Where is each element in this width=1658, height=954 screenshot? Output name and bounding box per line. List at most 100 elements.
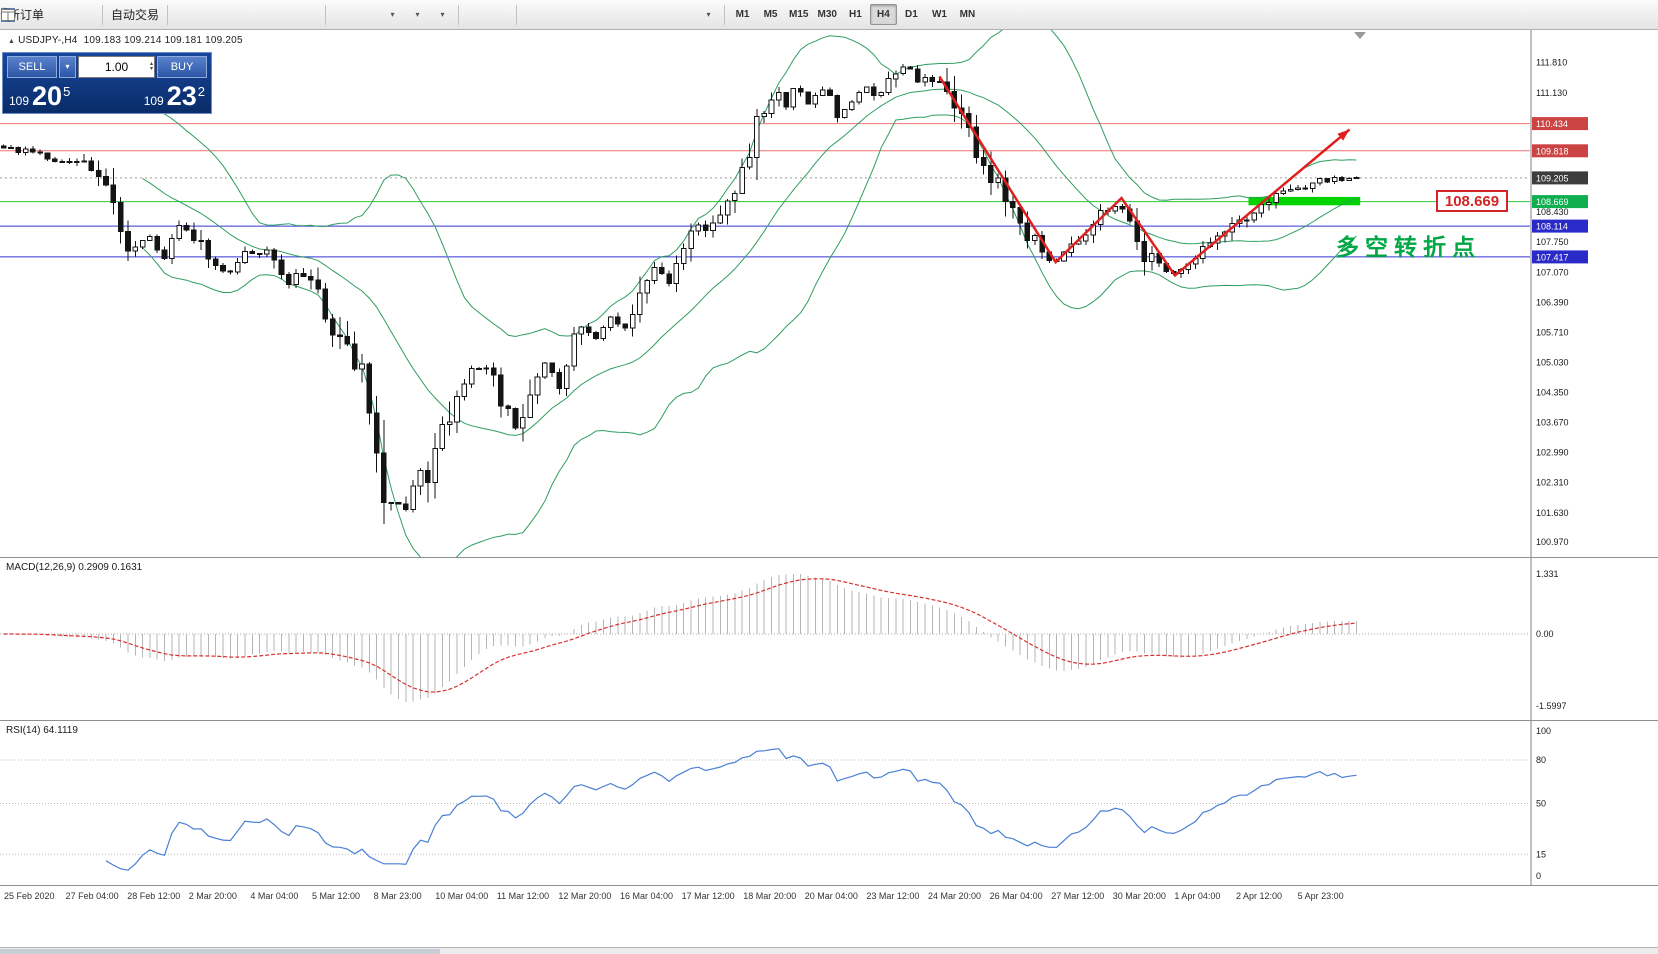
rsi-tick-label: 0 [1536,871,1541,881]
volume-input[interactable]: 1.00 ▴ ▾ [78,56,155,78]
candle-body [242,251,248,264]
spinner-down-icon[interactable]: ▾ [149,65,153,72]
price-tick-label: 107.070 [1536,267,1569,277]
text-label-button[interactable]: A [3,3,695,27]
candle-body [812,94,819,105]
spinner-up-icon[interactable]: ▴ [149,60,153,67]
trendline-button[interactable] [1,3,595,27]
arrange-windows-button[interactable] [1,3,379,27]
sell-button[interactable]: SELL [7,56,57,78]
zoom-out-button[interactable] [1,3,296,27]
time-axis-label: 16 Mar 04:00 [620,891,674,901]
macd-indicator-panel[interactable]: 1.331 0.00 -1.5997 [0,557,1658,720]
time-axis-label: 23 Mar 12:00 [866,891,920,901]
candle-body [308,276,314,281]
candle-body [154,236,160,251]
timeframe-mn-button[interactable]: MN [954,4,981,25]
rsi-tick-label: 50 [1536,799,1546,809]
line-chart-button[interactable] [0,3,246,27]
bar-chart-button[interactable] [2,3,196,27]
candle-body [761,112,768,118]
timeframe-h4-button[interactable]: H4 [869,4,897,25]
dropdown-caret-icon: ▾ [706,10,711,19]
candle-body [212,258,219,266]
candle-body [585,326,592,334]
cursor-button[interactable] [4,3,487,27]
candle-body [695,224,702,232]
shapes-button[interactable] [1,3,670,27]
candle-body [439,424,446,450]
level-108.669-tag [1532,195,1588,209]
hammer-button[interactable] [0,3,73,27]
timeframe-m15-button[interactable]: M15 [785,4,812,25]
time-axis-label: 25 Feb 2020 [4,891,55,901]
chart-window-button[interactable] [1,3,98,27]
volume-spinner[interactable]: ▴ ▾ [150,58,153,76]
timeframe-m1-button[interactable]: M1 [729,4,756,25]
candle-body [417,470,424,487]
timeframe-w1-button[interactable]: W1 [926,4,953,25]
candle-body [907,66,914,70]
candle-body [329,318,336,336]
crosshair-button[interactable] [1,3,512,27]
timeframe-h1-button[interactable]: H1 [842,4,869,25]
timeframe-m30-button[interactable]: M30 [813,4,840,25]
candle-body [1295,187,1301,190]
candle-body [659,267,665,275]
chart-window[interactable]: ▲ USDJPY-,H4 109.183 109.214 109.181 109.2… [0,30,1658,954]
window-tab-stub [0,949,440,954]
candle-body [827,89,833,96]
candle-body [819,89,826,96]
order-type-dropdown[interactable]: ▾ [59,56,76,78]
candle-body [673,262,680,284]
chart-profile-button[interactable] [1,3,1654,27]
candle-body [717,214,724,224]
candle-body [52,158,58,162]
toolbar-separator [724,4,726,25]
fibonacci-button[interactable] [1,3,645,27]
time-axis-label: 2 Mar 20:00 [188,891,237,901]
candle-body [637,292,643,316]
candlestick-button[interactable] [2,3,221,27]
candle-body [1002,177,1009,202]
timeframe-d1-button[interactable]: D1 [898,4,925,25]
vertical-line-button[interactable] [7,3,545,27]
time-axis-label: 18 Mar 20:00 [743,891,797,901]
timeframe-m5-button[interactable]: M5 [757,4,784,25]
macd-signal-line [3,578,1357,693]
candle-body [520,416,526,429]
indicators-button[interactable]: ▾ [1,3,454,27]
candles-group [0,64,1360,525]
level-109.818-tag-label: 109.818 [1536,146,1569,156]
level-109.818-tag [1532,144,1588,158]
candle-body [1244,219,1250,222]
tile-windows-button[interactable] [1,3,321,27]
new-chart-button[interactable]: ▾ [1,3,404,27]
candle-body [366,363,373,414]
collapse-arrow-icon[interactable]: ▲ [8,38,16,45]
search-button[interactable] [1,3,1629,27]
candle-body [871,86,877,97]
candle-body [893,73,899,80]
horizontal-line-button[interactable] [1,3,570,27]
chart-symbol-header: ▲ USDJPY-,H4 109.183 109.214 109.181 109.2… [8,35,243,46]
zoom-in-button[interactable] [1,3,271,27]
arrows-button[interactable]: ▾ [2,3,720,27]
cascade-windows-button[interactable] [1,3,354,27]
rsi-line [105,748,1357,871]
auto-trading-button[interactable]: 自动交易 [2,3,163,27]
time-axis-label: 4 Mar 04:00 [250,891,299,901]
toolbar-separator [458,4,460,25]
buy-button[interactable]: BUY [157,56,207,78]
macd-tick-label: 1.331 [1536,569,1559,579]
main-price-chart[interactable]: 111.810 111.130 108.430 107.750 107.070 106.3… [0,30,1658,557]
candle-body [1324,178,1331,183]
rsi-indicator-panel[interactable]: 100 80 50 15 0 [0,720,1658,885]
bollinger-middle-band [142,88,1357,436]
candle-body [688,230,694,249]
candle-body [914,68,921,83]
channel-button[interactable] [1,3,620,27]
periods-button[interactable]: ▾ [1,3,429,27]
ask-prefix: 109 [143,94,164,108]
time-axis-label: 17 Mar 12:00 [681,891,735,901]
